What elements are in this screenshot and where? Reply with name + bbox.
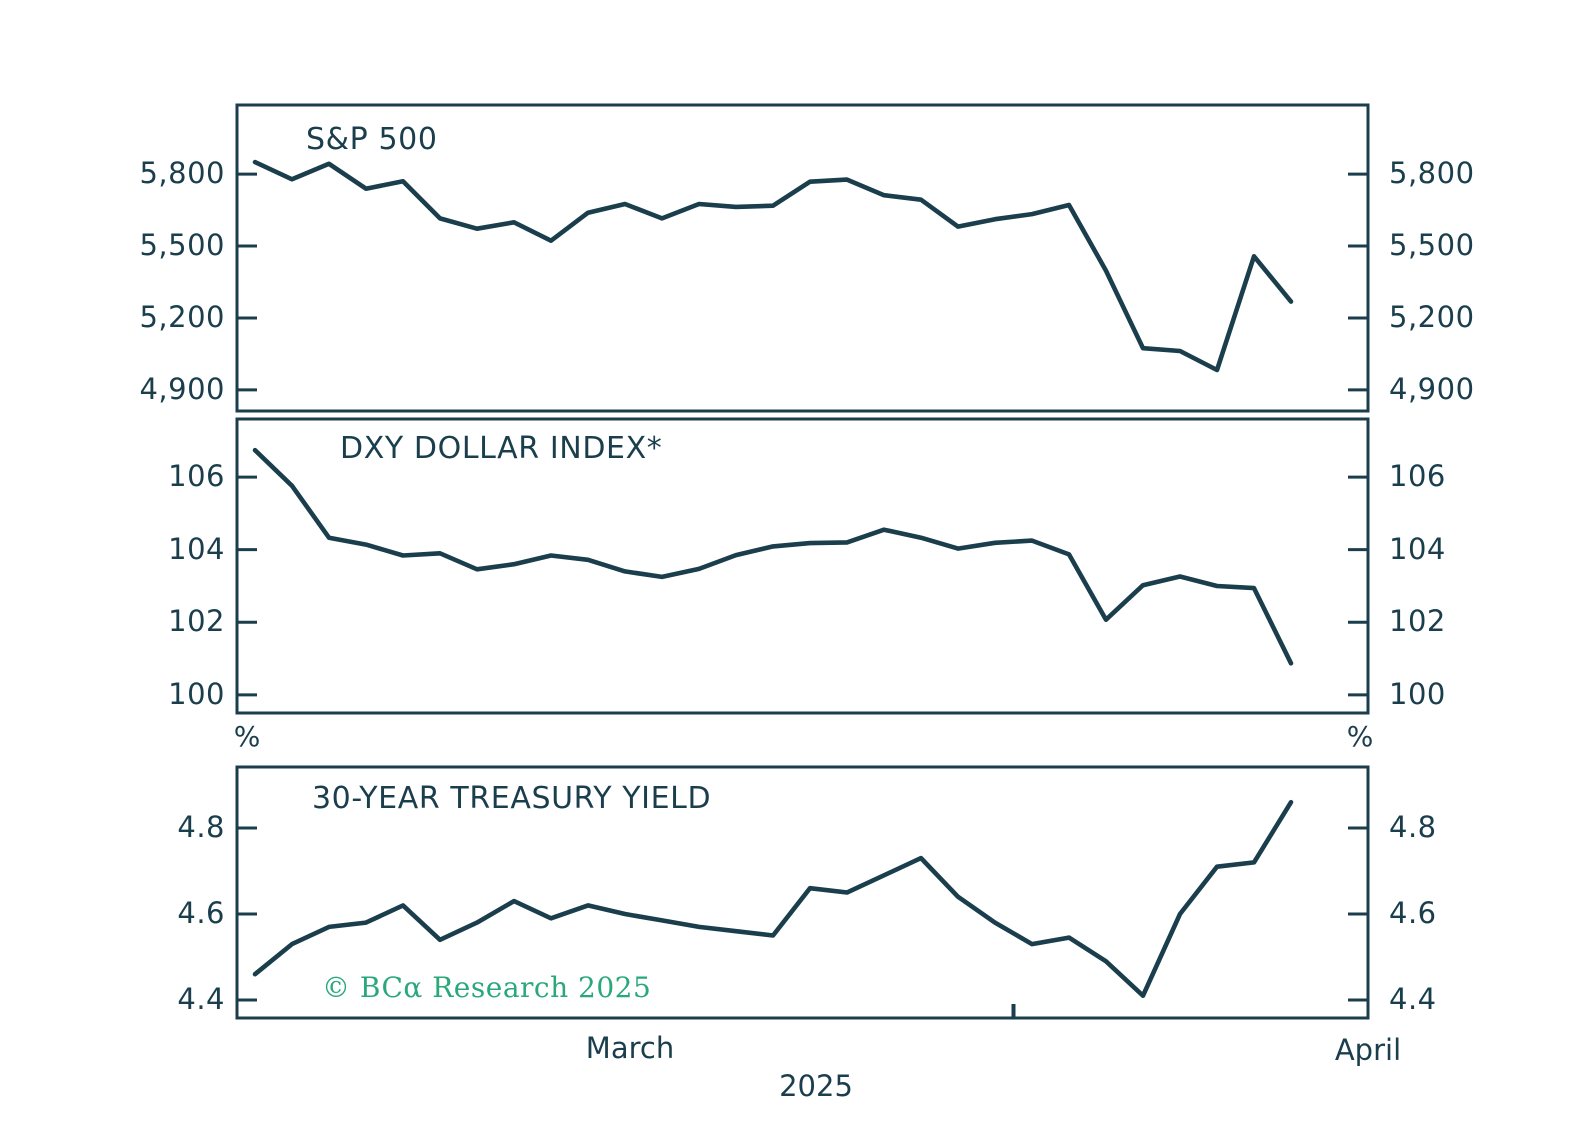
treasury30y-frame	[235, 765, 1370, 1020]
percent-unit-label-right: %	[1346, 720, 1374, 753]
y-axis-label: 4,900	[139, 371, 225, 406]
sp500-line	[252, 159, 1294, 373]
y-axis-label: 106	[168, 459, 225, 494]
treasury30y-line	[252, 799, 1294, 999]
y-axis-label: 5,800	[1389, 156, 1475, 191]
chart-title-sp500: S&P 500	[306, 122, 438, 157]
x-axis-label-march: March	[585, 1031, 675, 1065]
y-axis-label: 102	[168, 604, 225, 639]
y-axis-label: 5,200	[139, 299, 225, 334]
y-axis-label: 4.8	[177, 810, 225, 845]
chart-title-treasury: 30-YEAR TREASURY YIELD	[312, 781, 712, 816]
copyright-watermark: © BCα Research 2025	[322, 971, 652, 1004]
y-axis-label: 102	[1389, 604, 1446, 639]
y-axis-label: 4.6	[177, 895, 225, 930]
chart-title-dxy: DXY DOLLAR INDEX*	[340, 431, 663, 466]
x-axis-label-april: April	[1334, 1033, 1402, 1067]
y-axis-label: 5,500	[139, 228, 225, 262]
y-axis-label: 5,800	[139, 156, 225, 191]
y-axis-label: 104	[168, 531, 225, 566]
y-axis-label: 100	[168, 676, 225, 711]
y-axis-label: 4.8	[1389, 810, 1437, 845]
y-axis-label: 4.4	[1389, 981, 1437, 1016]
dxy-frame	[235, 417, 1370, 715]
percent-unit-label-left: %	[233, 720, 261, 753]
y-axis-label: 100	[1389, 676, 1446, 711]
x-axis-label-year: 2025	[779, 1069, 853, 1103]
y-axis-label: 4,900	[1389, 371, 1475, 406]
sp500-frame	[235, 103, 1370, 413]
y-axis-label: 104	[1389, 531, 1446, 566]
y-axis-label: 106	[1389, 459, 1446, 494]
y-axis-label: 4.4	[177, 981, 225, 1016]
y-axis-label: 5,200	[1389, 299, 1475, 334]
dxy-line	[252, 447, 1294, 666]
y-axis-label: 4.6	[1389, 895, 1437, 930]
y-axis-label: 5,500	[1389, 228, 1475, 262]
